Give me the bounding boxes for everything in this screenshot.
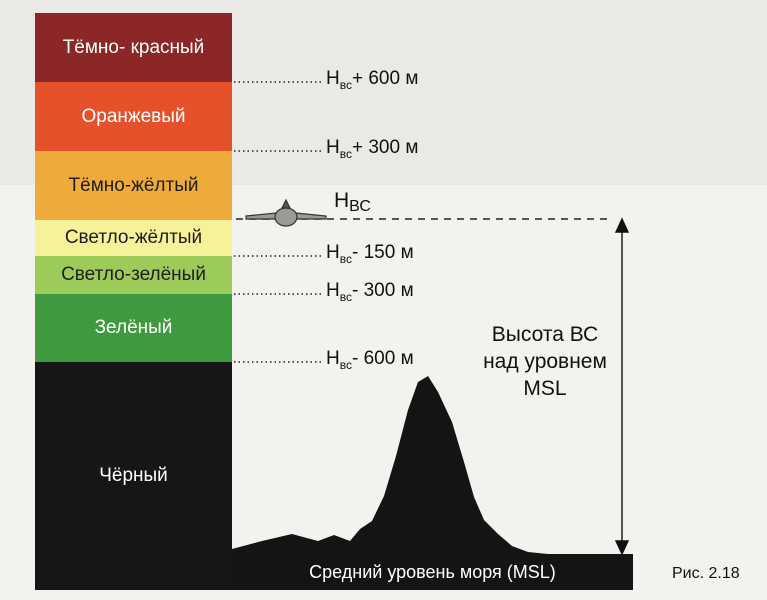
altitude-annotation-line-3: MSL: [523, 377, 567, 400]
level-label-plus-600: Hвс+ 600 м: [326, 68, 419, 92]
double-arrow: [614, 217, 630, 556]
level-label-plus-300: Hвс+ 300 м: [326, 137, 419, 161]
level-label-minus-150: Hвс- 150 м: [326, 242, 414, 266]
altitude-annotation-line-1: Высота ВС: [491, 323, 599, 346]
altitude-annotation: Высота ВС над уровнем MSL: [470, 321, 620, 402]
band-light-green: Светло-зелёный: [35, 256, 232, 294]
band-green: Зелёный: [35, 294, 232, 362]
band-dark-yellow: Тёмно-жёлтый: [35, 151, 232, 220]
band-light-yellow: Светло-жёлтый: [35, 220, 232, 256]
band-orange: Оранжевый: [35, 82, 232, 151]
terrain-silhouette: [232, 376, 548, 554]
band-black: Чёрный: [35, 362, 232, 590]
aircraft-level-label: HВС: [334, 189, 371, 215]
level-label-minus-600: Hвс- 600 м: [326, 348, 414, 372]
msl-bar: Средний уровень моря (MSL): [232, 554, 633, 590]
figure-label: Рис. 2.18: [672, 565, 740, 582]
band-dark-red: Тёмно- красный: [35, 13, 232, 82]
aircraft-icon: [245, 198, 327, 227]
altitude-annotation-line-2: над уровнем: [483, 350, 607, 373]
level-label-minus-300: Hвс- 300 м: [326, 280, 414, 304]
